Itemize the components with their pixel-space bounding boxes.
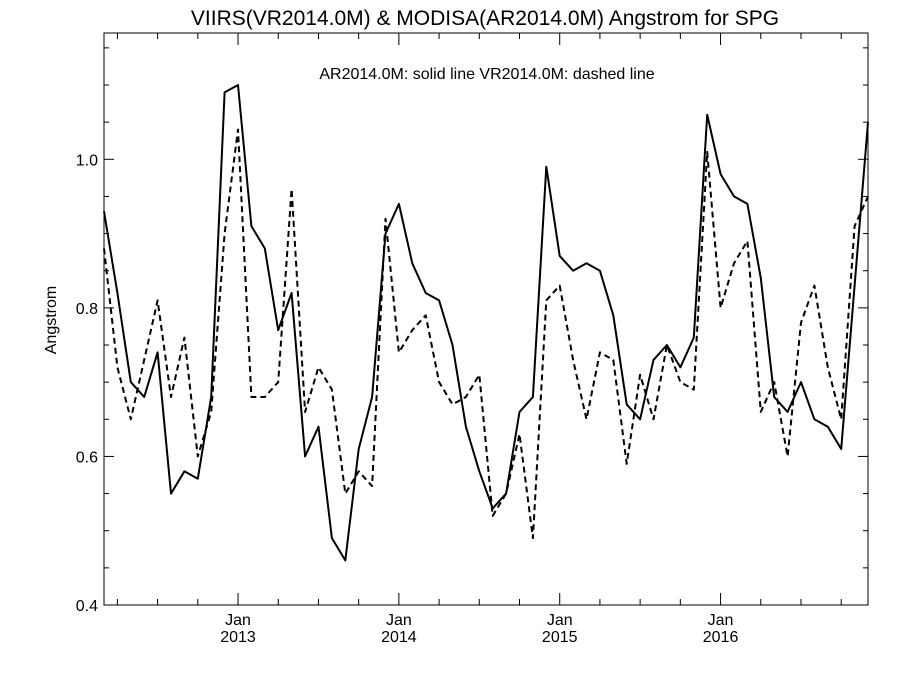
x-tick-label-month: Jan xyxy=(708,612,734,629)
chart-title: VIIRS(VR2014.0M) & MODISA(AR2014.0M) Ang… xyxy=(191,7,779,30)
plot-frame xyxy=(103,32,869,606)
y-tick-label: 1.0 xyxy=(76,152,98,169)
y-axis: 0.4 0.6 0.8 1.0 xyxy=(76,47,868,615)
y-tick-label: 0.4 xyxy=(76,598,98,615)
x-tick-label-year: 2016 xyxy=(703,629,739,646)
x-tick-label-month: Jan xyxy=(386,612,412,629)
x-tick-label-year: 2014 xyxy=(381,629,417,646)
line-style-annotation: AR2014.0M: solid line VR2014.0M: dashed … xyxy=(319,66,654,83)
series-group xyxy=(103,84,869,562)
series-line-ar2014-0m xyxy=(103,84,869,562)
y-tick-label: 0.6 xyxy=(76,449,98,466)
x-tick-label-year: 2013 xyxy=(220,629,256,646)
y-tick-label: 0.8 xyxy=(76,301,98,318)
x-tick-label-month: Jan xyxy=(225,612,251,629)
x-tick-label-year: 2015 xyxy=(542,629,578,646)
series-line-vr2014-0m xyxy=(103,128,869,540)
y-axis-label: Angstrom xyxy=(43,286,60,354)
x-tick-label-month: Jan xyxy=(547,612,573,629)
